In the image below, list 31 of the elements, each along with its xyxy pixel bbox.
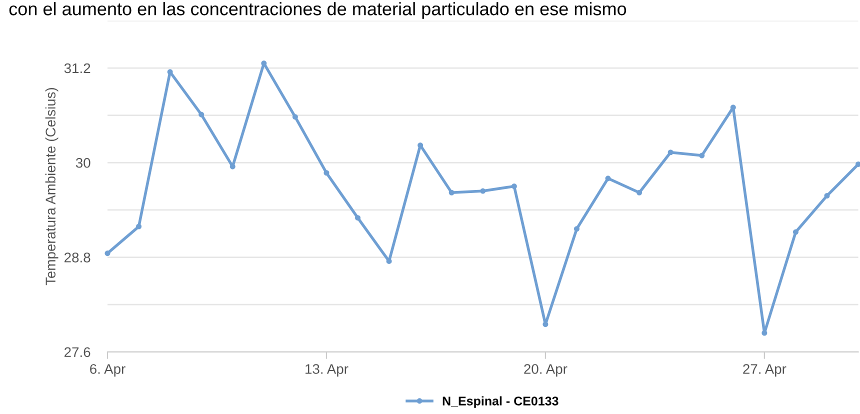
legend-label: N_Espinal - CE0133 xyxy=(442,396,558,408)
point xyxy=(354,215,361,221)
point xyxy=(198,112,204,118)
point xyxy=(136,224,142,230)
point xyxy=(448,190,454,196)
x-tick-label: 13. Apr xyxy=(306,364,348,377)
x-tick-label: 20. Apr xyxy=(524,364,568,377)
point xyxy=(792,229,798,235)
y-tick-label: 30 xyxy=(76,158,90,168)
y-tick-label: 27.6 xyxy=(64,347,90,358)
point xyxy=(856,161,860,167)
point xyxy=(542,322,548,328)
point xyxy=(762,330,768,336)
text: con el aumento en las concentraciones de material particulado en ese mismo xyxy=(9,2,626,19)
y-axis-title: Temperatura Ambiente (Celsius) xyxy=(45,88,58,286)
point xyxy=(699,152,705,158)
point xyxy=(104,250,110,256)
x-tick-label: 6. Apr xyxy=(90,364,126,377)
point xyxy=(824,192,830,199)
point xyxy=(511,184,517,190)
point xyxy=(730,104,736,110)
point xyxy=(574,226,580,232)
point xyxy=(605,176,611,182)
point xyxy=(324,170,330,176)
point xyxy=(636,190,642,196)
x-tick-label: 27. Apr xyxy=(743,364,786,377)
y-tick-label: 28.8 xyxy=(64,252,90,262)
y-tick-label: 31.2 xyxy=(64,63,90,74)
point xyxy=(292,114,298,120)
point xyxy=(480,188,486,194)
point xyxy=(668,150,674,156)
